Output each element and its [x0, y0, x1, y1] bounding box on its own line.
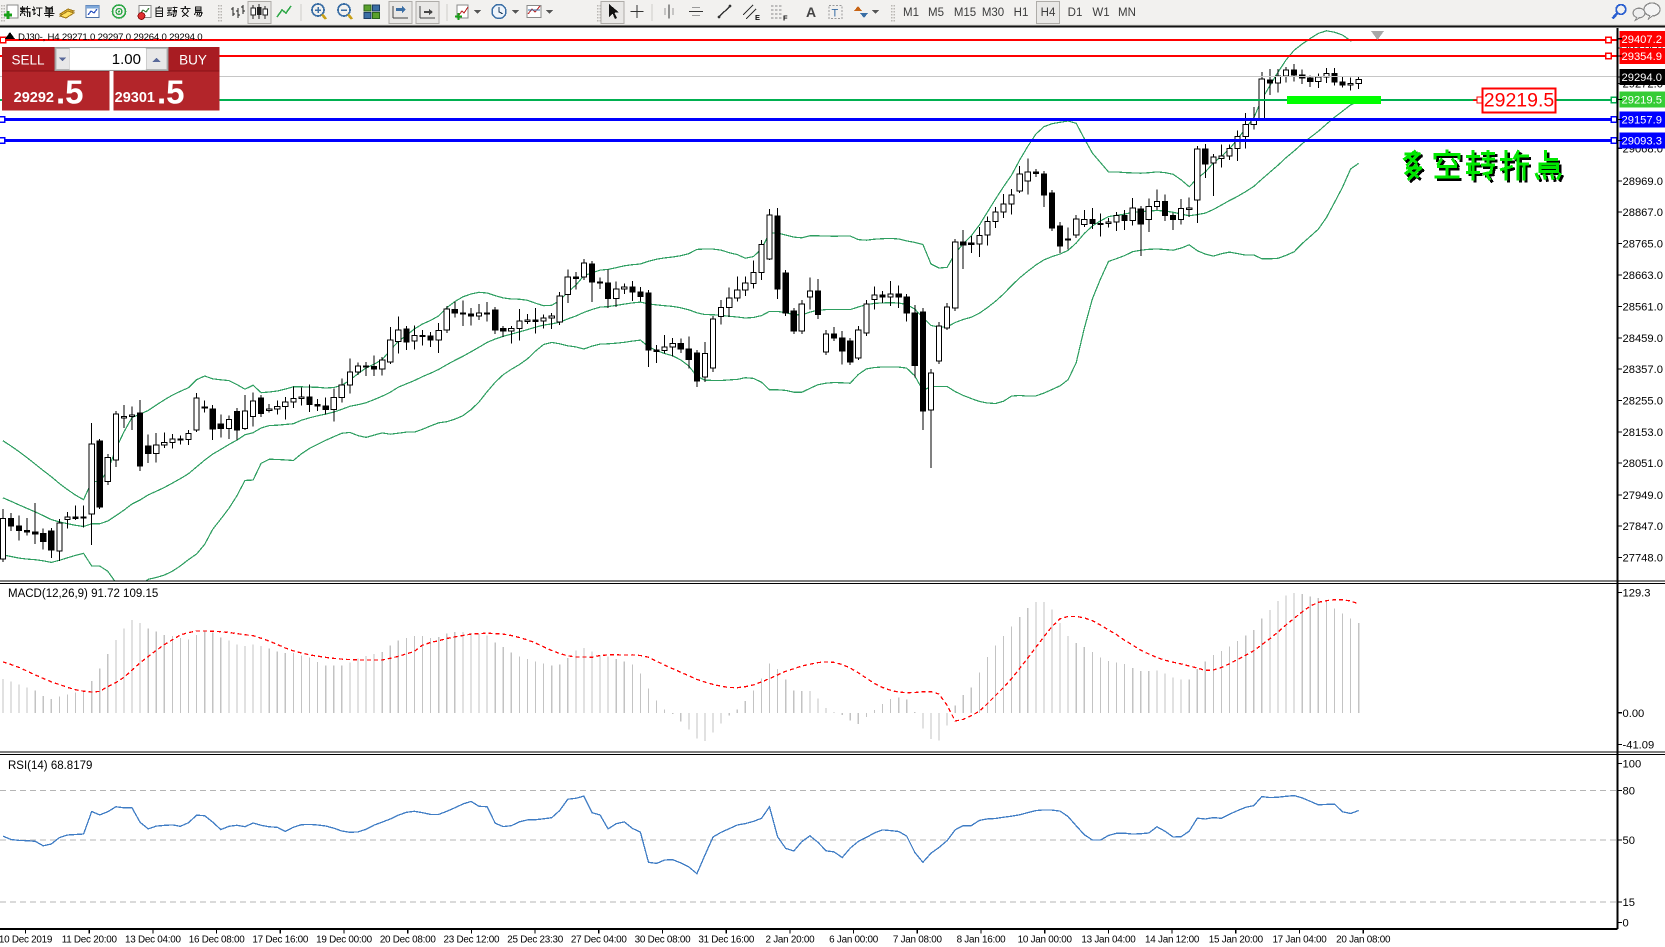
svg-text:29407.2: 29407.2 — [1622, 34, 1662, 46]
svg-text:100: 100 — [1623, 758, 1642, 770]
svg-text:0: 0 — [1623, 918, 1629, 930]
svg-text:MN: MN — [1118, 7, 1136, 19]
svg-text:28561.0: 28561.0 — [1623, 302, 1663, 314]
svg-text:RSI(14) 68.8179: RSI(14) 68.8179 — [8, 760, 92, 772]
svg-text:19 Dec 00:00: 19 Dec 00:00 — [316, 935, 373, 946]
svg-text:28969.0: 28969.0 — [1623, 176, 1663, 188]
svg-text:15 Jan 20:00: 15 Jan 20:00 — [1209, 935, 1264, 946]
svg-text:28663.0: 28663.0 — [1623, 270, 1663, 282]
svg-text:28867.0: 28867.0 — [1623, 207, 1663, 219]
svg-text:27748.0: 27748.0 — [1623, 553, 1663, 565]
svg-text:80: 80 — [1623, 786, 1635, 798]
svg-text:17 Dec 16:00: 17 Dec 16:00 — [252, 935, 309, 946]
svg-text:31 Dec 16:00: 31 Dec 16:00 — [698, 935, 755, 946]
svg-text:M1: M1 — [903, 7, 919, 19]
svg-text:15: 15 — [1623, 897, 1635, 909]
svg-text:29301: 29301 — [115, 90, 155, 106]
svg-text:.5: .5 — [157, 74, 185, 111]
svg-text:M30: M30 — [982, 7, 1004, 19]
svg-text:50: 50 — [1623, 835, 1635, 847]
svg-text:M15: M15 — [954, 7, 976, 19]
svg-text:10 Dec 2019: 10 Dec 2019 — [0, 935, 53, 946]
svg-text:A: A — [806, 4, 816, 20]
svg-text:D1: D1 — [1068, 7, 1083, 19]
svg-text:BUY: BUY — [179, 53, 207, 68]
svg-text:17 Jan 04:00: 17 Jan 04:00 — [1272, 935, 1327, 946]
svg-text:28051.0: 28051.0 — [1623, 458, 1663, 470]
svg-text:20 Jan 08:00: 20 Jan 08:00 — [1336, 935, 1391, 946]
svg-text:H1: H1 — [1014, 7, 1029, 19]
svg-text:DJ30-, H4 29271.0 29297.0 292: DJ30-, H4 29271.0 29297.0 29264.0 29294.… — [18, 32, 202, 43]
svg-text:29292: 29292 — [14, 90, 54, 106]
svg-text:M5: M5 — [928, 7, 944, 19]
svg-text:MACD(12,26,9) 91.72 109.15: MACD(12,26,9) 91.72 109.15 — [8, 588, 158, 600]
svg-text:W1: W1 — [1092, 7, 1109, 19]
svg-text:SELL: SELL — [11, 53, 45, 68]
svg-text:29219.5: 29219.5 — [1484, 90, 1555, 112]
svg-text:8 Jan 16:00: 8 Jan 16:00 — [957, 935, 1007, 946]
svg-text:16 Dec 08:00: 16 Dec 08:00 — [189, 935, 246, 946]
svg-text:29157.9: 29157.9 — [1622, 115, 1662, 127]
svg-text:2 Jan 20:00: 2 Jan 20:00 — [765, 935, 815, 946]
svg-text:10 Jan 00:00: 10 Jan 00:00 — [1018, 935, 1073, 946]
svg-text:1.00: 1.00 — [112, 51, 141, 68]
svg-text:23 Dec 12:00: 23 Dec 12:00 — [444, 935, 501, 946]
svg-text:29219.5: 29219.5 — [1622, 95, 1662, 107]
svg-text:27 Dec 04:00: 27 Dec 04:00 — [571, 935, 628, 946]
svg-text:28765.0: 28765.0 — [1623, 239, 1663, 251]
svg-text:29354.9: 29354.9 — [1622, 51, 1662, 63]
svg-text:-41.09: -41.09 — [1623, 740, 1655, 752]
svg-text:28255.0: 28255.0 — [1623, 396, 1663, 408]
svg-text:30 Dec 08:00: 30 Dec 08:00 — [635, 935, 692, 946]
svg-text:129.3: 129.3 — [1623, 587, 1651, 599]
svg-text:27949.0: 27949.0 — [1623, 490, 1663, 502]
svg-text:T: T — [832, 8, 839, 20]
svg-text:.5: .5 — [56, 74, 84, 111]
svg-text:E: E — [755, 13, 760, 22]
svg-text:7 Jan 08:00: 7 Jan 08:00 — [893, 935, 943, 946]
svg-text:13 Jan 04:00: 13 Jan 04:00 — [1081, 935, 1136, 946]
svg-text:28357.0: 28357.0 — [1623, 364, 1663, 376]
svg-text:6 Jan 00:00: 6 Jan 00:00 — [829, 935, 879, 946]
svg-text:29294.0: 29294.0 — [1622, 72, 1662, 84]
svg-text:13 Dec 04:00: 13 Dec 04:00 — [125, 935, 182, 946]
svg-text:27847.0: 27847.0 — [1623, 521, 1663, 533]
svg-text:11 Dec 20:00: 11 Dec 20:00 — [62, 935, 118, 946]
svg-text:F: F — [783, 14, 788, 23]
svg-text:0.00: 0.00 — [1623, 708, 1645, 720]
svg-text:25 Dec 23:30: 25 Dec 23:30 — [507, 935, 564, 946]
svg-text:H4: H4 — [1041, 7, 1056, 19]
svg-text:14 Jan 12:00: 14 Jan 12:00 — [1145, 935, 1200, 946]
svg-text:29093.3: 29093.3 — [1622, 136, 1662, 148]
svg-text:28153.0: 28153.0 — [1623, 427, 1663, 439]
svg-text:28459.0: 28459.0 — [1623, 333, 1663, 345]
svg-text:20 Dec 08:00: 20 Dec 08:00 — [380, 935, 437, 946]
